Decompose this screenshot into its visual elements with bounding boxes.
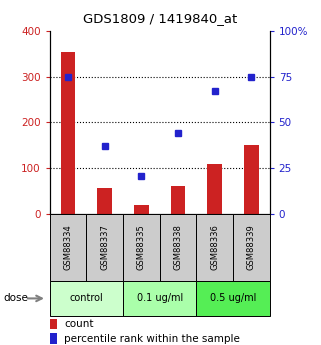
Text: count: count (64, 319, 93, 329)
Bar (97, 188, 112, 214)
FancyBboxPatch shape (50, 214, 86, 281)
FancyBboxPatch shape (160, 214, 196, 281)
Bar (244, 145, 259, 214)
FancyBboxPatch shape (123, 214, 160, 281)
Text: percentile rank within the sample: percentile rank within the sample (64, 334, 240, 344)
Text: control: control (70, 294, 103, 303)
Text: 0.5 ug/ml: 0.5 ug/ml (210, 294, 256, 303)
Bar (171, 186, 185, 214)
Text: GSM88336: GSM88336 (210, 225, 219, 270)
FancyBboxPatch shape (196, 214, 233, 281)
Text: GSM88338: GSM88338 (174, 225, 183, 270)
FancyBboxPatch shape (86, 214, 123, 281)
FancyBboxPatch shape (233, 214, 270, 281)
Text: GSM88335: GSM88335 (137, 225, 146, 270)
Bar (61, 52, 75, 214)
Text: GSM88334: GSM88334 (64, 225, 73, 270)
FancyBboxPatch shape (123, 281, 196, 316)
Text: dose: dose (3, 294, 28, 303)
Text: GDS1809 / 1419840_at: GDS1809 / 1419840_at (83, 12, 238, 25)
Bar (207, 164, 222, 214)
Bar (134, 205, 149, 214)
Text: 0.1 ug/ml: 0.1 ug/ml (136, 294, 183, 303)
Bar (50, 319, 57, 329)
Text: GSM88339: GSM88339 (247, 225, 256, 270)
FancyBboxPatch shape (196, 281, 270, 316)
FancyBboxPatch shape (50, 281, 123, 316)
Text: GSM88337: GSM88337 (100, 225, 109, 270)
Bar (50, 333, 57, 344)
